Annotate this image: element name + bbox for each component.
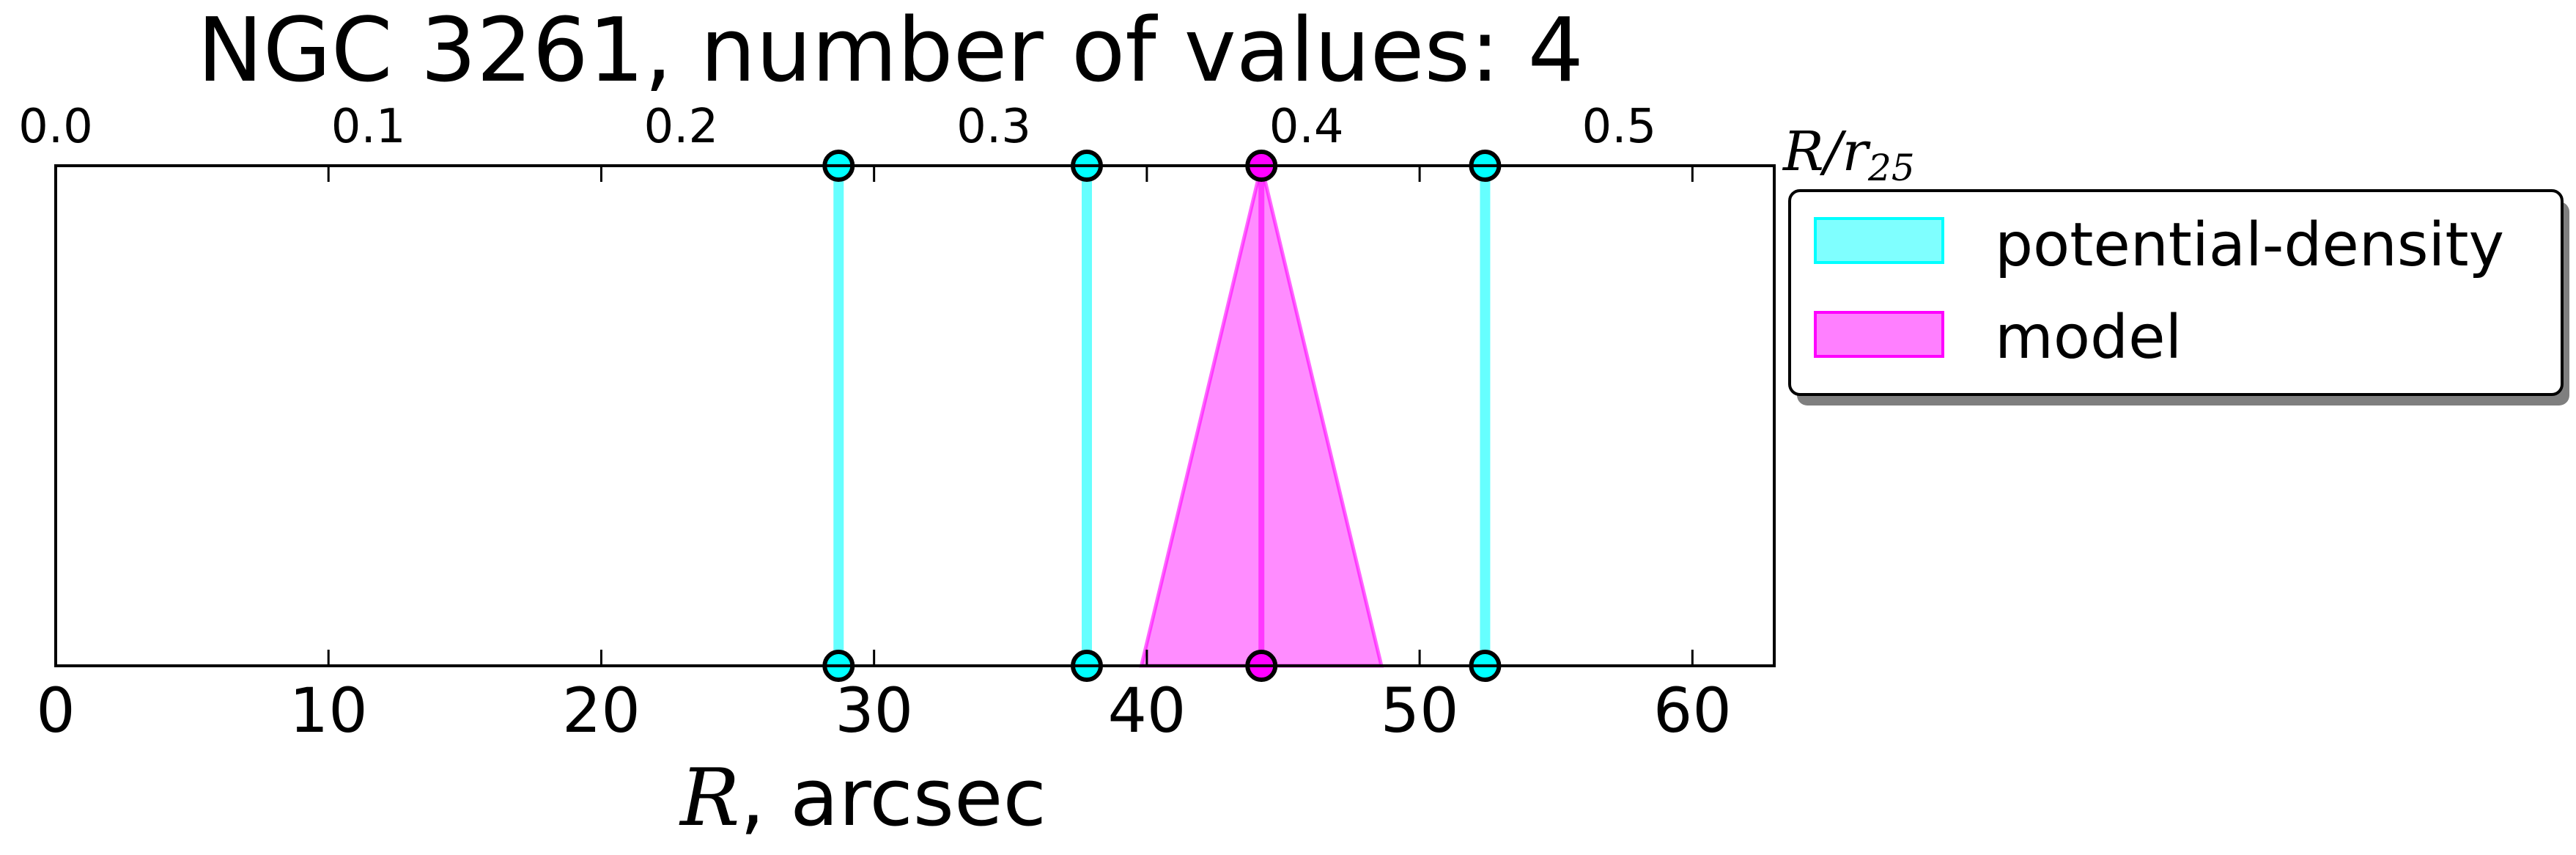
top-axis-label-sub: 25: [1867, 147, 1915, 189]
plot-area: [822, 150, 1502, 682]
legend-swatch-model: [1814, 311, 1944, 358]
top-tick-label-2: 0.2: [643, 100, 718, 154]
legend: potential-density model: [1788, 189, 2569, 406]
chart-title: NGC 3261, number of values: 4: [197, 0, 1584, 102]
legend-swatch-potential-density: [1814, 217, 1944, 264]
plot-frame: [54, 164, 1776, 667]
top-axis-label-main: R/r: [1782, 120, 1872, 183]
top-tick-label-3: 0.3: [956, 100, 1031, 154]
axis-ticks: 0 10 20 30 40 50 60 0.0 0.1 0.2 0.3 0.4 0.5: [18, 100, 1732, 746]
top-axis-label: R/r25: [1782, 120, 1915, 189]
x-tick-label-0: 0: [36, 675, 75, 746]
x-tick-label-2: 20: [562, 675, 641, 746]
x-tick-label-3: 30: [835, 675, 913, 746]
top-tick-label-0: 0.0: [18, 100, 93, 154]
x-tick-label-5: 50: [1381, 675, 1459, 746]
legend-label-model: model: [1995, 303, 2182, 373]
legend-label-potential-density: potential-density: [1995, 210, 2504, 280]
top-tick-label-1: 0.1: [331, 100, 406, 154]
legend-box: [1788, 189, 2564, 396]
x-axis-label-math: R: [679, 752, 739, 844]
x-tick-label-6: 60: [1653, 675, 1732, 746]
top-tick-label-5: 0.5: [1582, 100, 1656, 154]
top-tick-label-4: 0.4: [1269, 100, 1344, 154]
x-tick-label-1: 10: [289, 675, 368, 746]
x-tick-label-4: 40: [1107, 675, 1186, 746]
x-axis-label: R, arcsec: [679, 752, 1047, 844]
x-axis-label-rest: , arcsec: [739, 752, 1046, 844]
